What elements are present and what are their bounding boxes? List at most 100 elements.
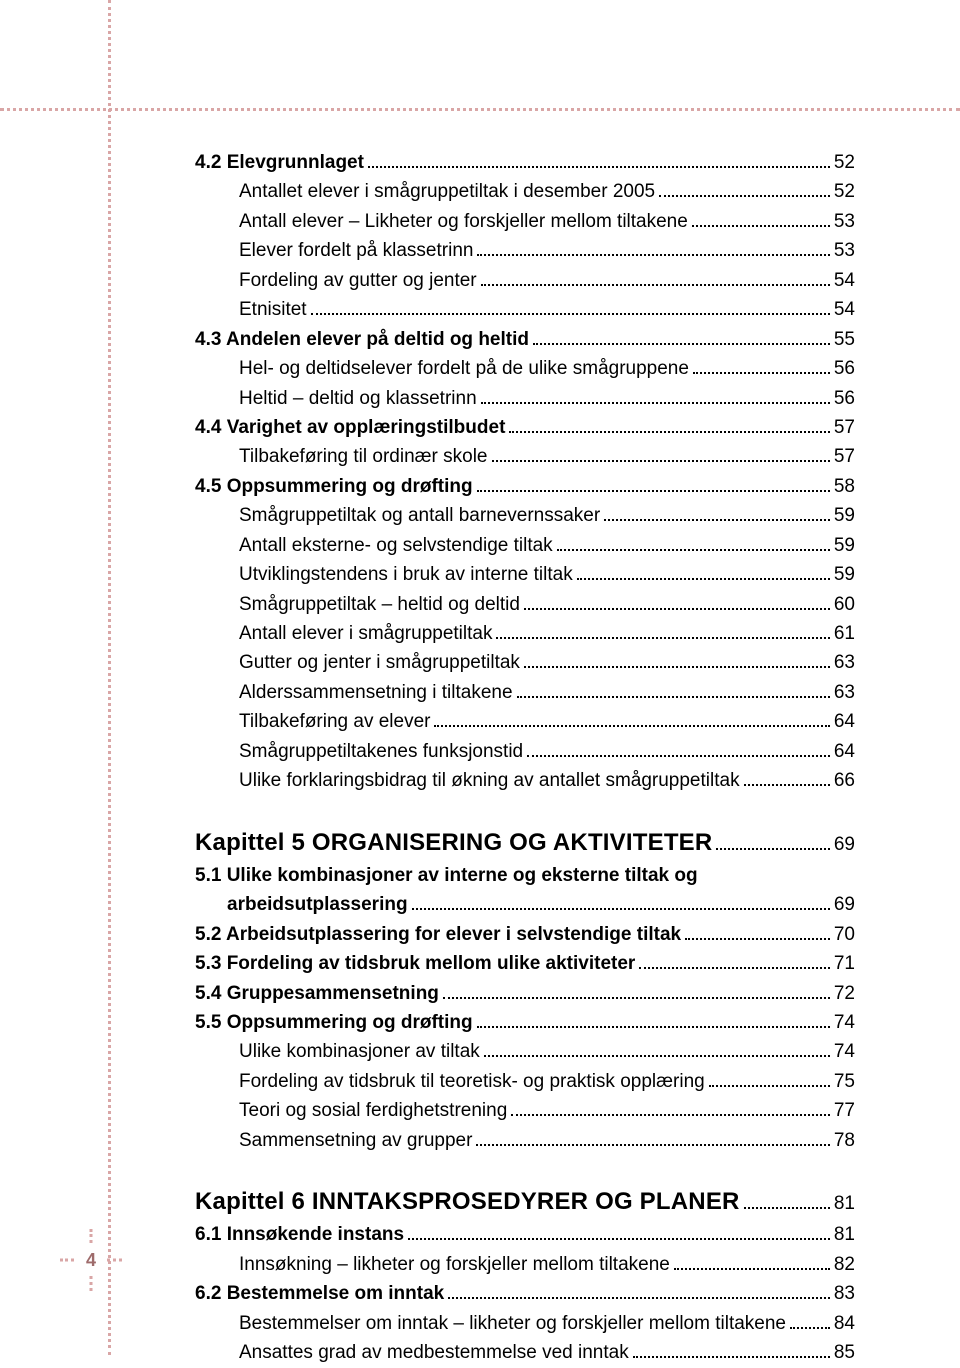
toc-entry-label: Smågruppetiltak – heltid og deltid xyxy=(239,590,520,619)
toc-entry-page: 60 xyxy=(834,590,855,619)
toc-entry-page: 54 xyxy=(834,266,855,295)
toc-entry-label: Antallet elever i smågruppetiltak i dese… xyxy=(239,177,655,206)
toc-leader-dots xyxy=(744,773,830,786)
toc-entry-page: 59 xyxy=(834,531,855,560)
toc-leader-dots xyxy=(533,332,830,345)
toc-entry-page: 63 xyxy=(834,648,855,677)
toc-entry: 4.3 Andelen elever på deltid og heltid 55 xyxy=(195,325,855,354)
toc-entry: 5.3 Fordeling av tidsbruk mellom ulike a… xyxy=(195,949,855,978)
toc-leader-dots xyxy=(685,927,830,940)
toc-entry-label: 4.5 Oppsummering og drøfting xyxy=(195,472,473,501)
toc-entry-page: 52 xyxy=(834,148,855,177)
toc-entry-page: 74 xyxy=(834,1008,855,1037)
toc-leader-dots xyxy=(492,450,830,463)
toc-leader-dots xyxy=(659,185,830,198)
toc-leader-dots xyxy=(790,1316,830,1329)
dotted-border-top xyxy=(0,108,960,111)
toc-leader-dots xyxy=(448,1286,830,1299)
toc-entry-page: 85 xyxy=(834,1338,855,1367)
toc-entry-label: Elever fordelt på klassetrinn xyxy=(239,236,473,265)
toc-entry: 5.5 Oppsummering og drøfting 74 xyxy=(195,1008,855,1037)
toc-entry-label: 6.1 Innsøkende instans xyxy=(195,1220,404,1249)
toc-leader-dots xyxy=(477,244,829,257)
toc-entry-label: Gutter og jenter i smågruppetiltak xyxy=(239,648,520,677)
toc-leader-dots xyxy=(368,155,830,168)
toc-entry: 5.2 Arbeidsutplassering for elever i sel… xyxy=(195,920,855,949)
toc-entry-page: 77 xyxy=(834,1096,855,1125)
toc-entry-label: Teori og sosial ferdighetstrening xyxy=(239,1096,507,1125)
toc-leader-dots xyxy=(524,656,830,669)
toc-entry-label: Ansattes grad av medbestemmelse ved innt… xyxy=(239,1338,629,1367)
toc-entry: Antall eksterne- og selvstendige tiltak 5… xyxy=(195,531,855,560)
toc-leader-dots xyxy=(476,1133,829,1146)
toc-entry-page: 72 xyxy=(834,979,855,1008)
toc-entry: 4.2 Elevgrunnlaget 52 xyxy=(195,148,855,177)
toc-entry: Etnisitet 54 xyxy=(195,295,855,324)
toc-entry: Ulike kombinasjoner av tiltak74 xyxy=(195,1037,855,1066)
toc-content: 4.2 Elevgrunnlaget 52 Antallet elever i sm… xyxy=(195,148,855,1368)
toc-entry-page: 64 xyxy=(834,707,855,736)
toc-entry-page: 82 xyxy=(834,1250,855,1279)
toc-entry-page: 81 xyxy=(834,1189,855,1218)
toc-entry: Ulike forklaringsbidrag til økning av an… xyxy=(195,766,855,795)
toc-entry-label: Kapittel 5 ORGANISERING OG AKTIVITETER xyxy=(195,824,712,861)
toc-entry-label: Fordeling av gutter og jenter xyxy=(239,266,477,295)
toc-entry: Gutter og jenter i smågruppetiltak 63 xyxy=(195,648,855,677)
toc-entry-label: Smågruppetiltakenes funksjonstid xyxy=(239,737,523,766)
toc-leader-dots xyxy=(408,1228,830,1241)
toc-entry-label: Hel- og deltidselever fordelt på de ulik… xyxy=(239,354,689,383)
toc-leader-dots xyxy=(524,597,830,610)
toc-leader-dots xyxy=(484,1045,830,1058)
toc-entry: Fordeling av gutter og jenter 54 xyxy=(195,266,855,295)
toc-entry: arbeidsutplassering69 xyxy=(195,890,855,919)
toc-entry-label: Ulike kombinasjoner av tiltak xyxy=(239,1037,480,1066)
toc-entry-label: 4.2 Elevgrunnlaget xyxy=(195,148,364,177)
toc-leader-dots xyxy=(744,1196,830,1209)
toc-entry-page: 54 xyxy=(834,295,855,324)
toc-entry: Smågruppetiltakenes funksjonstid64 xyxy=(195,737,855,766)
toc-entry: Ansattes grad av medbestemmelse ved innt… xyxy=(195,1338,855,1367)
toc-entry-page: 55 xyxy=(834,325,855,354)
toc-entry-page: 69 xyxy=(834,890,855,919)
page-number: 4 xyxy=(77,1246,105,1274)
toc-entry-page: 70 xyxy=(834,920,855,949)
toc-entry-label: 5.5 Oppsummering og drøfting xyxy=(195,1008,473,1037)
toc-entry-page: 78 xyxy=(834,1126,855,1155)
toc-entry-page: 83 xyxy=(834,1279,855,1308)
toc-entry: Heltid – deltid og klassetrinn56 xyxy=(195,384,855,413)
toc-entry-page: 56 xyxy=(834,354,855,383)
toc-leader-dots xyxy=(517,685,830,698)
toc-entry-page: 75 xyxy=(834,1067,855,1096)
toc-entry: Innsøkning – likheter og forskjeller mel… xyxy=(195,1250,855,1279)
toc-entry: Smågruppetiltak – heltid og deltid 60 xyxy=(195,590,855,619)
toc-leader-dots xyxy=(527,744,830,757)
toc-leader-dots xyxy=(716,837,829,850)
toc-entry-label: Antall eksterne- og selvstendige tiltak xyxy=(239,531,553,560)
toc-entry-label: Etnisitet xyxy=(239,295,307,324)
toc-entry-label: Tilbakeføring av elever xyxy=(239,707,430,736)
toc-entry: 6.1 Innsøkende instans81 xyxy=(195,1220,855,1249)
toc-leader-dots xyxy=(577,567,830,580)
toc-leader-dots xyxy=(434,715,829,728)
toc-entry-label: 5.2 Arbeidsutplassering for elever i sel… xyxy=(195,920,681,949)
toc-entry: Tilbakeføring av elever 64 xyxy=(195,707,855,736)
toc-entry-page: 52 xyxy=(834,177,855,206)
toc-entry-page: 59 xyxy=(834,501,855,530)
toc-leader-dots xyxy=(311,302,830,315)
dotted-border-left xyxy=(108,0,111,1355)
toc-entry: 4.4 Varighet av opplæringstilbudet57 xyxy=(195,413,855,442)
toc-entry-page: 61 xyxy=(834,619,855,648)
toc-entry-label: 4.3 Andelen elever på deltid og heltid xyxy=(195,325,529,354)
toc-leader-dots xyxy=(477,1015,830,1028)
toc-leader-dots xyxy=(481,391,830,404)
toc-entry-label: Fordeling av tidsbruk til teoretisk- og … xyxy=(239,1067,705,1096)
toc-entry-label: Bestemmelser om inntak – likheter og for… xyxy=(239,1309,786,1338)
toc-entry: Elever fordelt på klassetrinn53 xyxy=(195,236,855,265)
toc-entry: Antallet elever i smågruppetiltak i dese… xyxy=(195,177,855,206)
toc-leader-dots xyxy=(477,479,830,492)
toc-entry: Kapittel 6 INNTAKSPROSEDYRER OG PLANER81 xyxy=(195,1183,855,1220)
toc-entry: Bestemmelser om inntak – likheter og for… xyxy=(195,1309,855,1338)
toc-entry-label: 4.4 Varighet av opplæringstilbudet xyxy=(195,413,505,442)
toc-entry: 4.5 Oppsummering og drøfting58 xyxy=(195,472,855,501)
toc-entry-page: 63 xyxy=(834,678,855,707)
